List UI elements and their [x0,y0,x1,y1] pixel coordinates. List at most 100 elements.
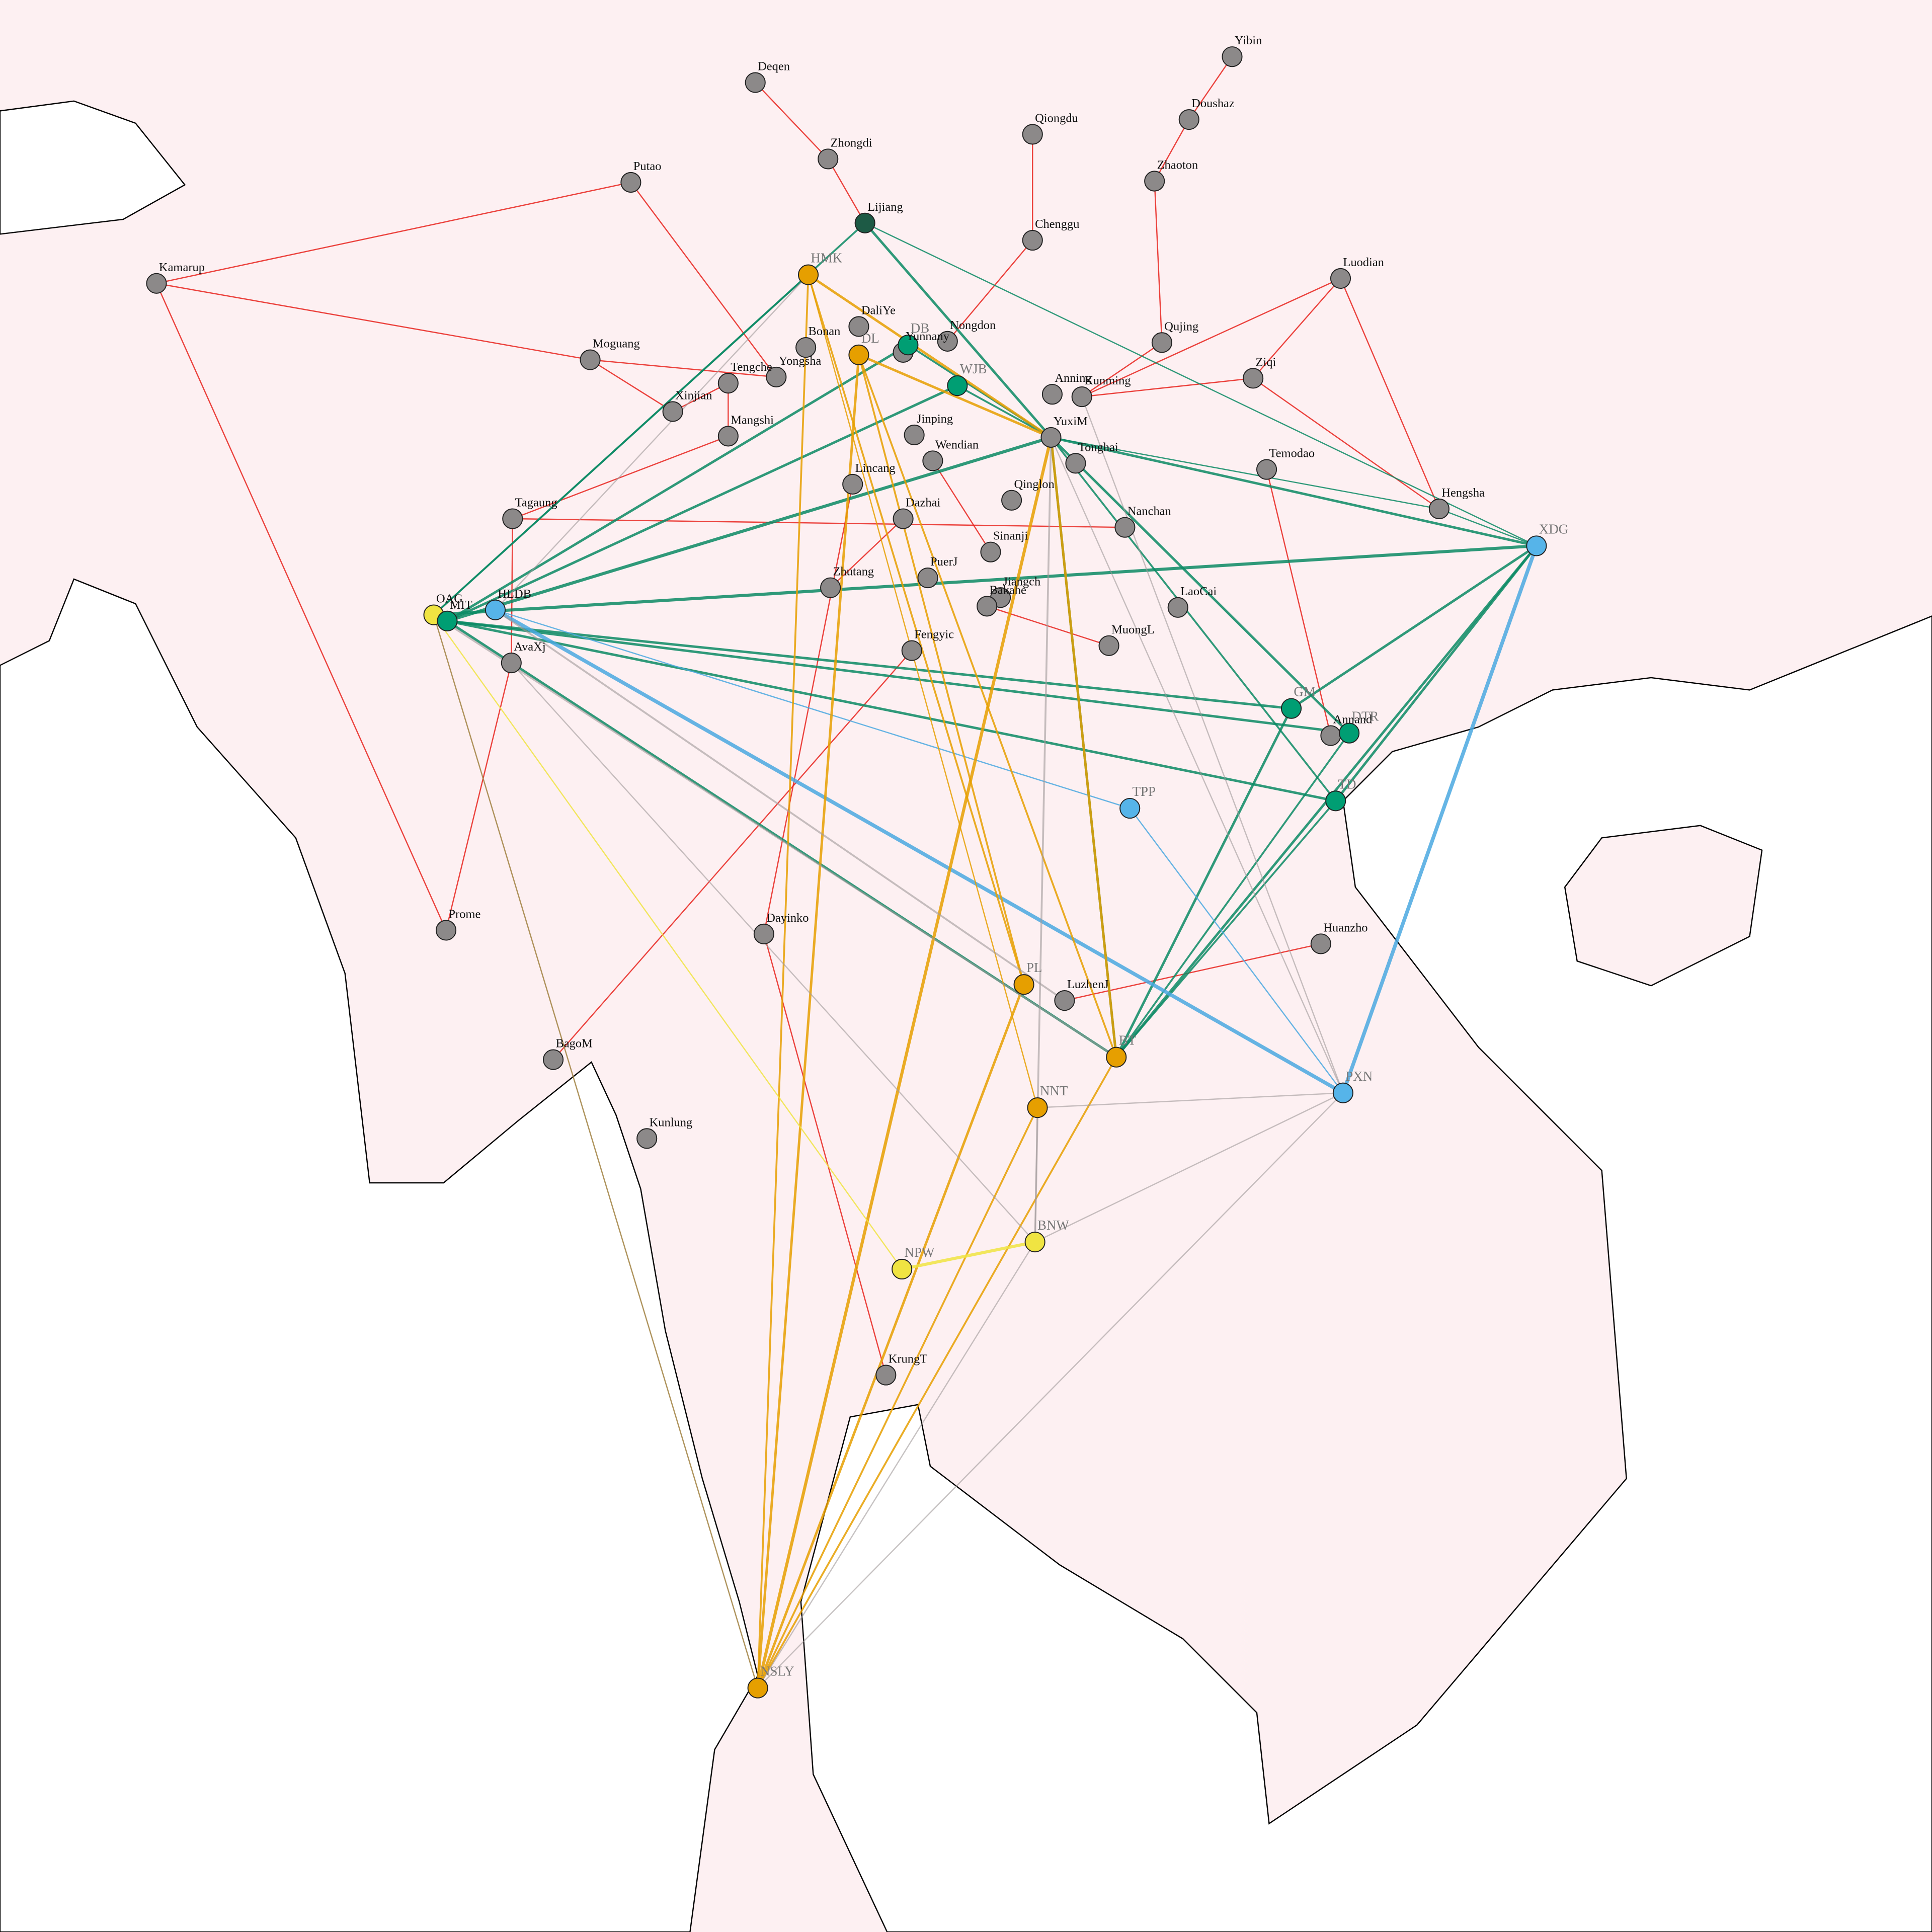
edge [827,158,866,223]
edge [156,182,631,284]
node [892,1258,913,1280]
edge [1050,437,1344,1093]
node [1041,384,1063,405]
node-label: Yongsha [779,354,822,368]
node [922,450,943,471]
node-label: Tagaung [515,496,557,510]
edge [757,1092,1344,1688]
node-label: Zhaoton [1157,158,1198,172]
node [820,577,841,598]
node-label: Lijiang [867,200,903,214]
node-label: Bakahe [990,583,1027,597]
edge [755,82,829,159]
node [1310,933,1331,954]
node [485,599,506,620]
edge [433,274,809,616]
edge [590,359,776,378]
node-label: PuerJ [930,555,958,569]
node [842,473,863,495]
edge [902,1240,1035,1271]
edge [1081,278,1341,397]
node-label: DL [861,331,879,346]
node [854,212,875,233]
node-label: GM [1294,684,1315,699]
edge [756,437,1053,1688]
edge [1034,1092,1343,1243]
node-label: Qiongdu [1035,111,1078,125]
node-label: HMK [811,251,842,266]
node-label: Mangshi [731,413,774,427]
edge [494,608,1344,1095]
edge [433,614,903,1270]
edge [808,274,1038,1108]
edge [512,435,729,520]
node-label: Zhutang [833,565,874,579]
edge [672,382,729,413]
node [717,373,739,394]
edge [763,484,853,934]
node-label: Qujing [1164,319,1198,333]
node-label: Doushaz [1191,97,1235,110]
nodes: Deqen Zhongdi Lijiang Putao Kamarup Qiongdu Ch… [146,34,1568,1699]
node [1243,368,1264,389]
node [745,72,766,93]
node [795,337,817,358]
edge [447,619,1349,735]
node [747,1677,768,1699]
node [1001,490,1022,511]
node-label: NPW [905,1245,935,1260]
node [1106,1046,1127,1068]
edge [447,619,1292,710]
node-label: Ziqi [1256,355,1276,369]
node-label: TPP [1133,784,1156,799]
node-label: NNT [1040,1083,1068,1098]
node [1022,124,1043,145]
node [1178,109,1199,130]
node [1071,386,1092,408]
node-label: TD [1338,776,1356,791]
node [1144,171,1165,192]
node [893,508,914,529]
node-label: Kamarup [159,261,205,274]
node-label: Nanchan [1128,505,1171,518]
edge [757,275,810,1688]
node [717,426,739,447]
node [435,920,457,941]
edge [446,344,909,622]
node [620,172,641,193]
edge [1438,508,1537,547]
edge [511,662,1036,1243]
node-label: Sinanji [993,529,1028,543]
node [437,610,458,631]
node-label: YuxiM [1054,415,1088,428]
node-label: Yunnany [906,330,950,343]
node [766,366,787,387]
edge [756,355,860,1688]
node [1330,268,1351,289]
edge [1064,943,1321,1001]
node-label: Dazhai [906,496,940,510]
edge [433,614,759,1688]
edge [807,274,1025,985]
node-label: Tengche [731,360,772,374]
node-label: Fengyic [914,628,954,641]
node-label: Zhongdi [831,136,872,149]
edge [1252,377,1440,510]
node-label: Huanzho [1323,921,1367,934]
node [977,596,998,617]
edge [1051,437,1439,510]
edge [858,354,1025,985]
edge [552,650,913,1060]
edge [1115,708,1293,1058]
node-label: Lincang [855,461,896,475]
node [1222,46,1243,67]
edge [1050,437,1337,801]
node [502,508,523,529]
node [848,344,869,365]
node-label: WJB [960,361,987,376]
node [1280,698,1302,719]
edge [864,222,1052,438]
edge [1291,544,1538,710]
node-label: AvaXj [514,640,545,654]
